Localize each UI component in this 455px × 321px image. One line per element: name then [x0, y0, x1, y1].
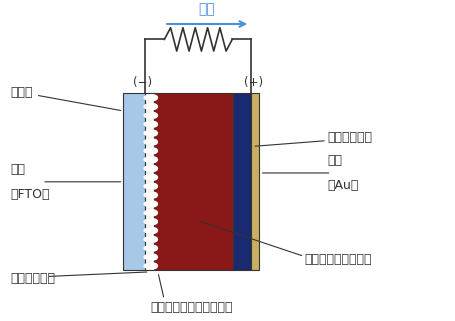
Circle shape	[149, 263, 157, 269]
Circle shape	[144, 211, 150, 215]
Circle shape	[144, 202, 150, 206]
Text: ペロブスカイト結晶: ペロブスカイト結晶	[304, 253, 372, 266]
Circle shape	[144, 238, 150, 241]
Text: （FTO）: （FTO）	[10, 188, 50, 201]
Circle shape	[149, 157, 157, 162]
Circle shape	[144, 220, 150, 224]
Circle shape	[149, 246, 157, 251]
Circle shape	[144, 105, 150, 108]
Circle shape	[149, 201, 157, 207]
Bar	[123, 93, 145, 270]
Circle shape	[149, 148, 157, 153]
Circle shape	[149, 121, 157, 127]
Circle shape	[144, 184, 150, 188]
Circle shape	[149, 95, 157, 100]
Circle shape	[144, 122, 150, 126]
Circle shape	[144, 167, 150, 170]
Text: （Au）: （Au）	[327, 179, 359, 192]
Circle shape	[149, 210, 157, 216]
Circle shape	[144, 158, 150, 161]
Circle shape	[144, 176, 150, 179]
Circle shape	[144, 255, 150, 259]
Circle shape	[149, 219, 157, 224]
Text: (−): (−)	[133, 76, 152, 89]
Circle shape	[149, 254, 157, 260]
Circle shape	[149, 166, 157, 171]
Circle shape	[149, 175, 157, 180]
Circle shape	[144, 264, 150, 268]
Circle shape	[149, 113, 157, 118]
Circle shape	[144, 96, 150, 100]
Text: 負極: 負極	[10, 163, 25, 176]
Circle shape	[149, 228, 157, 233]
Circle shape	[144, 114, 150, 117]
Text: ガラス: ガラス	[10, 86, 121, 110]
Text: メソポーラス酸化チタン: メソポーラス酸化チタン	[150, 301, 233, 314]
Circle shape	[144, 140, 150, 144]
Circle shape	[149, 184, 157, 189]
Text: 透明電極材料: 透明電極材料	[10, 272, 56, 284]
Circle shape	[144, 193, 150, 197]
Circle shape	[149, 104, 157, 109]
Bar	[233, 93, 252, 270]
Circle shape	[144, 149, 150, 153]
Text: ホール輸送層: ホール輸送層	[327, 131, 372, 144]
Text: 電子: 電子	[199, 2, 216, 16]
Bar	[252, 93, 259, 270]
Circle shape	[149, 192, 157, 198]
Circle shape	[144, 229, 150, 232]
Circle shape	[144, 246, 150, 250]
Circle shape	[149, 139, 157, 145]
Circle shape	[149, 130, 157, 136]
Bar	[154, 93, 233, 270]
Circle shape	[144, 131, 150, 135]
Text: 正極: 正極	[327, 154, 342, 167]
Text: (+): (+)	[244, 76, 263, 89]
Bar	[145, 93, 154, 270]
Circle shape	[149, 237, 157, 242]
